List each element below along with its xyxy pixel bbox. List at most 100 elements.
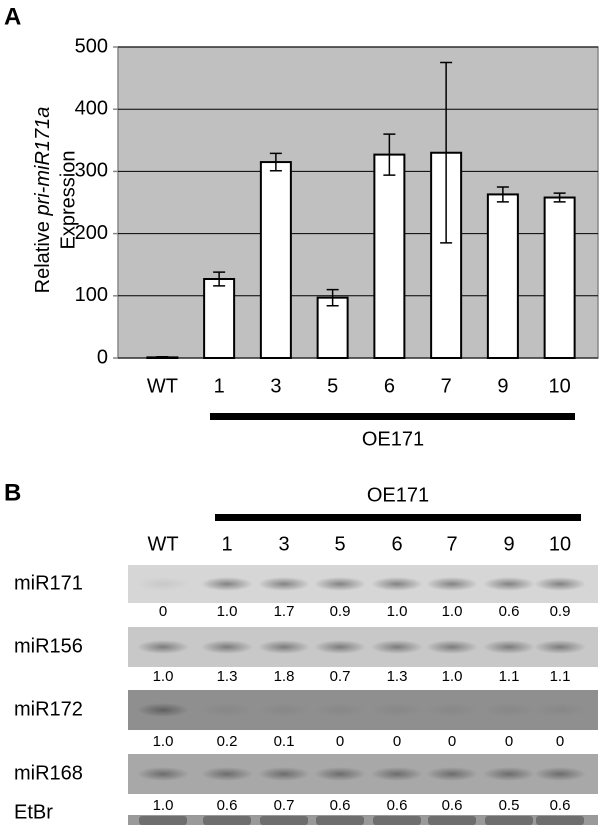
blot-band <box>426 640 478 654</box>
lane-label: 7 <box>446 533 457 555</box>
blot-band <box>258 640 310 654</box>
band-value: 0 <box>505 733 513 750</box>
lane-label: 1 <box>221 533 232 555</box>
blot-band <box>137 640 189 654</box>
band-value: 1.0 <box>387 603 408 620</box>
band-value: 0.9 <box>330 603 351 620</box>
blot-band <box>534 577 586 591</box>
band-value: 0 <box>556 733 564 750</box>
blot-band <box>371 577 423 591</box>
y-tick-label: 300 <box>75 160 108 182</box>
error-bar <box>553 192 566 203</box>
error-bar <box>383 133 396 176</box>
blot-band <box>137 577 189 591</box>
row-label: miR171 <box>14 572 83 594</box>
blot-band <box>258 703 310 717</box>
blot-band <box>426 703 478 717</box>
band-value: 0 <box>336 733 344 750</box>
band-value: 1.0 <box>153 668 174 685</box>
band-value: 1.0 <box>442 603 463 620</box>
lane-label: 5 <box>334 533 345 555</box>
blot-band <box>483 577 535 591</box>
band-value: 0.6 <box>499 603 520 620</box>
blot-band <box>258 767 310 781</box>
band-value: 0 <box>159 603 167 620</box>
etbr-band <box>536 816 584 825</box>
blot-band <box>314 767 366 781</box>
x-tick-label: 1 <box>214 375 225 397</box>
y-tick-label: 500 <box>75 35 108 57</box>
bar <box>543 196 576 359</box>
blot-band <box>371 703 423 717</box>
etbr-band <box>428 816 476 825</box>
row-label: miR172 <box>14 698 83 720</box>
error-bar <box>496 186 509 203</box>
band-value: 0.6 <box>387 797 408 814</box>
bar <box>373 153 406 359</box>
x-tick-label: WT <box>147 375 178 397</box>
lane-label: 10 <box>549 533 571 555</box>
band-value: 1.3 <box>387 668 408 685</box>
y-tick-label: 400 <box>75 97 108 119</box>
blot-band <box>371 767 423 781</box>
band-value: 1.7 <box>274 603 295 620</box>
x-tick-label: 10 <box>549 375 571 397</box>
x-tick-label: 7 <box>441 375 452 397</box>
blot-band <box>314 703 366 717</box>
group-bar <box>210 413 575 420</box>
y-axis-label: Expression <box>57 151 79 250</box>
blot-band <box>314 577 366 591</box>
band-value: 1.1 <box>550 668 571 685</box>
band-value: 1.3 <box>217 668 238 685</box>
band-value: 1.0 <box>442 668 463 685</box>
blot-band <box>258 577 310 591</box>
bar <box>203 278 236 360</box>
blot-band <box>201 640 253 654</box>
band-value: 1.8 <box>274 668 295 685</box>
blot-band <box>201 703 253 717</box>
bar <box>316 296 349 359</box>
y-axis-label: Relative pri-miR171a <box>32 107 54 294</box>
error-bar <box>269 152 282 172</box>
row-label: miR156 <box>14 635 83 657</box>
row-label: miR168 <box>14 762 83 784</box>
etbr-band <box>203 816 251 825</box>
band-value: 0.6 <box>550 797 571 814</box>
y-tick-label: 100 <box>75 284 108 306</box>
row-label: EtBr <box>14 801 53 823</box>
plot-area <box>117 46 599 359</box>
etbr-band <box>260 816 308 825</box>
bar <box>486 193 519 359</box>
band-value: 0.6 <box>330 797 351 814</box>
blot-band <box>314 640 366 654</box>
x-tick-label: 9 <box>497 375 508 397</box>
bar <box>259 161 292 359</box>
error-bar <box>440 61 453 244</box>
blot-band <box>534 703 586 717</box>
band-value: 0.7 <box>330 668 351 685</box>
blot-band <box>483 767 535 781</box>
blot-band <box>426 577 478 591</box>
x-tick-label: 3 <box>270 375 281 397</box>
blot-band <box>534 640 586 654</box>
blot-band <box>426 767 478 781</box>
y-axis-label-part: pri-miR171a <box>32 107 54 217</box>
band-value: 0.6 <box>442 797 463 814</box>
etbr-band <box>373 816 421 825</box>
x-tick-label: 5 <box>327 375 338 397</box>
band-value: 1.1 <box>499 668 520 685</box>
band-value: 0.7 <box>274 797 295 814</box>
band-value: 0.9 <box>550 603 571 620</box>
group-label: OE171 <box>362 428 424 450</box>
band-value: 1.0 <box>153 797 174 814</box>
blot-band <box>201 577 253 591</box>
band-value: 0.5 <box>499 797 520 814</box>
y-tick-label: 0 <box>97 346 108 368</box>
blot-band <box>201 767 253 781</box>
etbr-band <box>316 816 364 825</box>
group-bar <box>215 514 581 521</box>
lane-label: 9 <box>503 533 514 555</box>
panel-label: A <box>4 3 21 30</box>
blot-band <box>483 640 535 654</box>
